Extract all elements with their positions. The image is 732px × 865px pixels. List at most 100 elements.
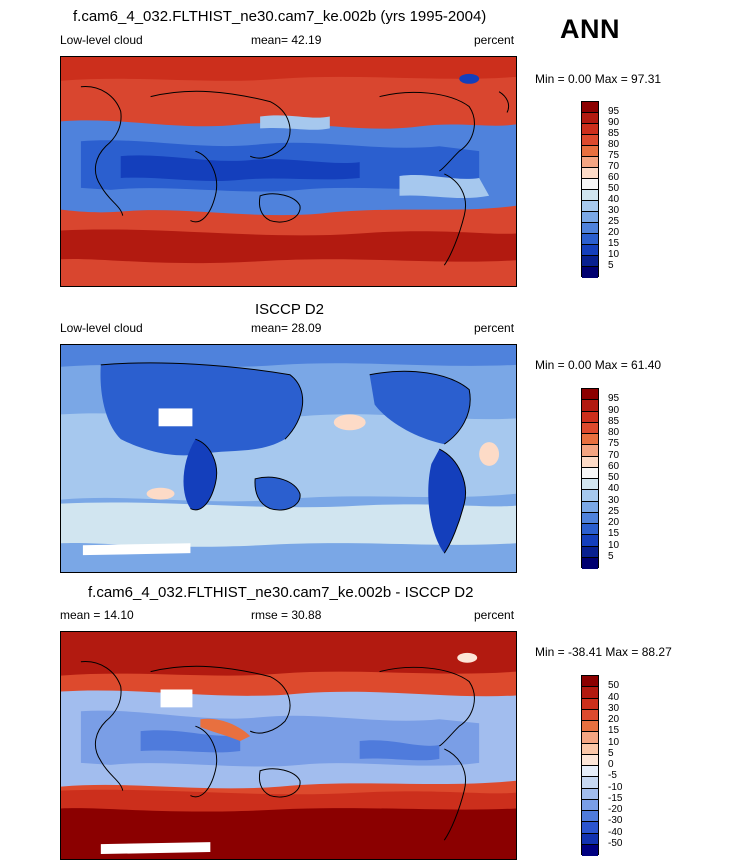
colorbar-swatch xyxy=(582,833,598,845)
panel1-minmax: Min = 0.00 Max = 97.31 xyxy=(535,72,662,86)
colorbar-tick-label: 60 xyxy=(608,172,620,183)
colorbar-tick-label: -5 xyxy=(608,770,617,782)
colorbar-swatch xyxy=(582,844,598,856)
colorbar-tick-label: 95 xyxy=(608,393,620,405)
panel3-units-label: percent xyxy=(474,608,515,622)
colorbar-swatch xyxy=(582,743,598,755)
panel2-minmax: Min = 0.00 Max = 61.40 xyxy=(535,358,662,372)
panel2-units-label: percent xyxy=(474,321,515,335)
colorbar-swatch xyxy=(582,524,598,536)
colorbar-tick-label: 40 xyxy=(608,483,620,495)
colorbar-tick-label: -40 xyxy=(608,826,623,838)
colorbar-tick-label: 10 xyxy=(608,539,620,551)
colorbar-tick-label: -15 xyxy=(608,792,623,804)
colorbar-swatch xyxy=(582,799,598,811)
colorbar-tick-label: -20 xyxy=(608,804,623,815)
colorbar-tick-label: 10 xyxy=(608,249,620,260)
colorbar-swatch xyxy=(582,467,598,479)
colorbar-swatch xyxy=(582,732,598,744)
panel1-units-label: percent xyxy=(474,33,515,47)
colorbar-tick-label: -10 xyxy=(608,781,623,793)
colorbar-tick-label: 15 xyxy=(608,238,620,249)
colorbar-swatch xyxy=(582,490,598,502)
colorbar-tick-label: 30 xyxy=(608,702,620,714)
colorbar-tick-label: 5 xyxy=(608,260,614,271)
colorbar-swatch xyxy=(582,411,598,423)
colorbar-swatch xyxy=(582,168,598,179)
colorbar-swatch xyxy=(582,135,598,146)
colorbar-swatch xyxy=(582,721,598,733)
colorbar-tick-label: 5 xyxy=(608,550,614,562)
colorbar-tick-label: 5 xyxy=(608,747,614,759)
panel3-minmax: Min = -38.41 Max = 88.27 xyxy=(535,645,672,659)
colorbar-swatch xyxy=(582,124,598,135)
colorbar-tick-label: 60 xyxy=(608,460,620,472)
colorbar-swatch xyxy=(582,546,598,558)
colorbar-swatch xyxy=(582,754,598,766)
colorbar-tick-label: 70 xyxy=(608,161,620,172)
colorbar-swatch xyxy=(582,190,598,201)
colorbar-swatch xyxy=(582,434,598,446)
colorbar-tick-label: 30 xyxy=(608,494,620,506)
colorbar-swatch xyxy=(582,698,598,710)
panel1-mean-label: mean= 42.19 xyxy=(251,33,322,47)
colorbar-tick-label: 0 xyxy=(608,759,614,770)
panel2-mean-label: mean= 28.09 xyxy=(251,321,322,335)
colorbar-swatch xyxy=(582,676,598,688)
colorbar-swatch xyxy=(582,822,598,834)
colorbar-tick-label: 75 xyxy=(608,438,620,450)
panel1-left-label: Low-level cloud xyxy=(60,33,143,47)
colorbar-swatch xyxy=(582,535,598,547)
colorbar-tick-label: 95 xyxy=(608,106,620,117)
colorbar-swatch xyxy=(582,557,598,569)
colorbar-tick-label: 50 xyxy=(608,183,620,194)
colorbar-swatch xyxy=(582,234,598,245)
colorbar-swatch xyxy=(582,777,598,789)
season-label: ANN xyxy=(560,14,620,44)
colorbar-swatch xyxy=(582,245,598,256)
colorbar-swatch xyxy=(582,267,598,278)
colorbar-swatch xyxy=(582,788,598,800)
colorbar-tick-label: 40 xyxy=(608,691,620,703)
colorbar-tick-label: 75 xyxy=(608,150,620,161)
colorbar-swatch xyxy=(582,146,598,157)
colorbar-tick-label: 50 xyxy=(608,680,620,692)
colorbar-swatch xyxy=(582,501,598,513)
panel1-colorbar xyxy=(581,101,599,278)
colorbar-swatch xyxy=(582,102,598,113)
colorbar-swatch xyxy=(582,113,598,124)
colorbar-swatch xyxy=(582,766,598,778)
colorbar-tick-label: 90 xyxy=(608,117,620,128)
panel1-map xyxy=(60,56,517,287)
panel2-map xyxy=(60,344,517,573)
colorbar-swatch xyxy=(582,709,598,721)
colorbar-swatch xyxy=(582,256,598,267)
colorbar-swatch xyxy=(582,212,598,223)
colorbar-tick-label: 25 xyxy=(608,216,620,227)
colorbar-tick-label: 80 xyxy=(608,427,620,438)
colorbar-tick-label: 20 xyxy=(608,714,620,725)
colorbar-swatch xyxy=(582,201,598,212)
colorbar-swatch xyxy=(582,512,598,524)
colorbar-tick-label: 15 xyxy=(608,725,620,737)
colorbar-swatch xyxy=(582,400,598,412)
colorbar-tick-label: 85 xyxy=(608,415,620,427)
panel3-colorbar xyxy=(581,675,599,856)
colorbar-swatch xyxy=(582,479,598,491)
panel2-left-label: Low-level cloud xyxy=(60,321,143,335)
colorbar-tick-label: 20 xyxy=(608,517,620,528)
colorbar-swatch xyxy=(582,445,598,457)
colorbar-tick-label: -30 xyxy=(608,815,623,827)
colorbar-swatch xyxy=(582,389,598,401)
colorbar-tick-label: -50 xyxy=(608,837,623,849)
colorbar-tick-label: 90 xyxy=(608,404,620,416)
panel3-mean-label: mean = 14.10 xyxy=(60,608,134,622)
panel2-title: ISCCP D2 xyxy=(255,301,324,318)
colorbar-swatch xyxy=(582,687,598,699)
panel3-title: f.cam6_4_032.FLTHIST_ne30.cam7_ke.002b -… xyxy=(88,584,474,601)
colorbar-tick-label: 80 xyxy=(608,139,620,150)
colorbar-swatch xyxy=(582,157,598,168)
panel3-rmse-label: rmse = 30.88 xyxy=(251,608,322,622)
colorbar-swatch xyxy=(582,179,598,190)
colorbar-swatch xyxy=(582,456,598,468)
